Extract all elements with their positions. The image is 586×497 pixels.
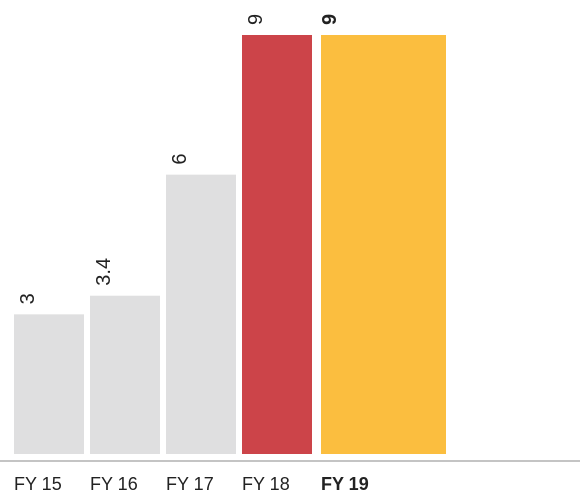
data-label-fy-17: 6 <box>169 154 191 165</box>
tick-label-fy-16: FY 16 <box>90 474 138 494</box>
bar-fy-18 <box>242 35 312 454</box>
bars-group <box>14 35 446 454</box>
bar-fy-15 <box>14 314 84 454</box>
data-labels-group: 3 3.4 6 9 9 <box>17 14 341 304</box>
data-label-fy-19: 9 <box>319 14 341 25</box>
tick-label-fy-18: FY 18 <box>242 474 290 494</box>
data-label-fy-16: 3.4 <box>93 258 115 286</box>
bar-fy-19 <box>321 35 446 454</box>
tick-label-fy-17: FY 17 <box>166 474 214 494</box>
data-label-fy-15: 3 <box>17 293 39 304</box>
bar-fy-17 <box>166 174 236 454</box>
tick-label-fy-19: FY 19 <box>321 474 369 494</box>
x-tick-labels-group: FY 15 FY 16 FY 17 FY 18 FY 19 <box>14 474 369 494</box>
bar-fy-16 <box>90 295 160 454</box>
data-label-fy-18: 9 <box>245 14 267 25</box>
tick-label-fy-15: FY 15 <box>14 474 62 494</box>
